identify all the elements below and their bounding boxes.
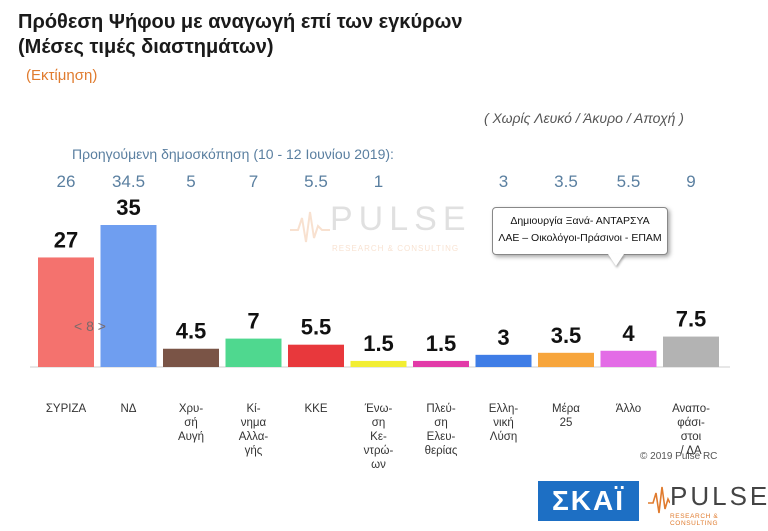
category-label: Κε-: [370, 431, 387, 443]
category-label: ση: [372, 417, 386, 429]
category-label: ΝΔ: [121, 403, 137, 415]
category-label: Μέρα: [552, 403, 580, 415]
previous-value: 3: [498, 172, 509, 191]
category-label: νημα: [241, 417, 267, 429]
category-label: σή: [184, 417, 198, 429]
title-line-1: Πρόθεση Ψήφου με αναγωγή επί των εγκύρων: [18, 11, 463, 33]
bar: [38, 257, 94, 367]
callout-line-1: Δημιουργία Ξανά- ΑΝΤΑΡΣΥΑ: [510, 215, 650, 227]
data-label: 27: [54, 227, 78, 252]
category-label: / ΔΑ: [680, 445, 701, 457]
data-label: 1.5: [426, 331, 457, 356]
data-label: 1.5: [363, 331, 394, 356]
pulse-logo: PULSE RESEARCH & CONSULTING: [648, 481, 768, 527]
category-label: ΚΚΕ: [304, 403, 327, 415]
category-label: Ένω-: [364, 403, 393, 415]
previous-value: 34.5: [111, 172, 146, 191]
category-label: θερίας: [425, 445, 458, 457]
data-label: 3: [497, 325, 509, 350]
watermark-subtext: RESEARCH & CONSULTING: [332, 244, 460, 253]
category-label: ων: [371, 459, 386, 471]
category-label: Αλλα-: [239, 431, 269, 443]
previous-value: 5.5: [616, 172, 641, 191]
category-label: Αναπο-: [672, 403, 710, 415]
category-label: γής: [245, 445, 263, 457]
previous-value: 3.5: [554, 172, 578, 191]
data-label: 7: [247, 309, 259, 334]
data-label: 3.5: [551, 323, 582, 348]
title-line-2: (Μέσες τιμές διαστημάτων): [18, 36, 274, 58]
copyright: © 2019 Pulse RC: [640, 451, 718, 462]
category-label: νική: [493, 417, 513, 429]
category-label: Κί-: [246, 403, 260, 415]
category-label: ντρώ-: [364, 445, 394, 457]
category-label: Λύση: [490, 431, 517, 443]
category-label: ση: [434, 417, 448, 429]
previous-value: 26: [56, 172, 76, 191]
bar: [413, 360, 469, 367]
category-label: Πλεύ-: [426, 403, 455, 415]
category-label: Άλλο: [616, 403, 641, 415]
category-label: Χρυ-: [179, 403, 204, 415]
data-label: 4.5: [176, 319, 207, 344]
previous-value: 5.5: [304, 172, 328, 191]
estimate-label: (Εκτίμηση): [26, 67, 98, 84]
skai-logo: ΣΚΑΪ: [538, 481, 639, 521]
watermark-text: PULSE: [330, 200, 472, 238]
category-label: φάσι-: [677, 417, 705, 429]
bar: [288, 344, 344, 367]
pulse-watermark: PULSE RESEARCH & CONSULTING: [290, 200, 480, 270]
bar: [350, 360, 407, 367]
bar: [600, 350, 657, 367]
bar: [163, 348, 219, 367]
category-label: Ελευ-: [427, 431, 456, 443]
previous-value: 5: [186, 172, 196, 191]
bar: [475, 354, 532, 367]
previous-poll-label: Προηγούμενη δημοσκόπηση (10 - 12 Ιουνίου…: [72, 146, 394, 162]
previous-value: 9: [686, 172, 696, 191]
previous-value: 1: [373, 172, 384, 191]
bar: [100, 225, 157, 367]
category-label: Αυγή: [178, 431, 204, 443]
page-nav-hint[interactable]: < 8 >: [74, 318, 106, 334]
category-label: 25: [560, 417, 573, 429]
category-label: Ελλη-: [489, 403, 519, 415]
data-label: 35: [116, 195, 140, 220]
data-label: 4: [622, 321, 635, 346]
pulse-logo-subtext: RESEARCH & CONSULTING: [670, 513, 719, 527]
category-label: ΣΥΡΙΖΑ: [46, 403, 87, 415]
bar: [538, 352, 594, 367]
bar: [225, 338, 282, 367]
pulse-logo-text: PULSE: [670, 481, 768, 511]
chart-title: Πρόθεση Ψήφου με αναγωγή επί των εγκύρων…: [18, 10, 462, 60]
wave-icon: [648, 486, 670, 514]
data-label: 5.5: [301, 315, 332, 340]
bar: [663, 336, 719, 367]
callout-pointer: [608, 254, 624, 266]
previous-value: 7: [248, 172, 259, 191]
wave-icon: [290, 211, 330, 243]
exclusion-note: ( Χωρίς Λευκό / Άκυρο / Αποχή ): [484, 110, 684, 126]
callout-line-2: ΛΑΕ – Οικολόγοι-Πράσινοι - ΕΠΑΜ: [498, 232, 662, 244]
data-label: 7.5: [676, 307, 707, 332]
category-label: στοι: [681, 431, 702, 443]
other-parties-callout: Δημιουργία Ξανά- ΑΝΤΑΡΣΥΑ ΛΑΕ – Οικολόγο…: [492, 207, 668, 255]
